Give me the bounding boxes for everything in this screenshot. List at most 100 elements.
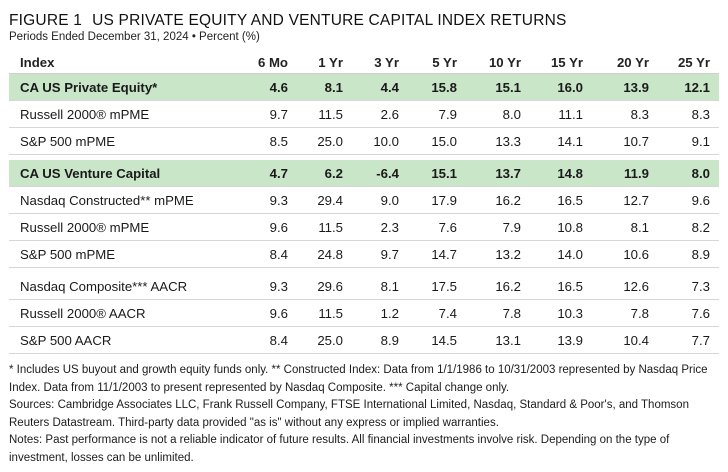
return-value: 9.6	[227, 299, 288, 327]
return-value: 13.9	[521, 326, 583, 354]
return-value: 15.8	[399, 73, 457, 101]
return-value: 4.4	[343, 73, 399, 101]
return-value: 2.6	[343, 100, 399, 128]
return-value: 14.1	[521, 127, 583, 155]
return-value: 29.6	[288, 273, 343, 300]
return-value: 13.7	[457, 160, 521, 187]
return-value: 29.4	[288, 186, 343, 214]
return-value: 8.3	[649, 100, 719, 128]
return-value: 1.2	[343, 299, 399, 327]
return-value: 16.5	[521, 273, 583, 300]
notes-section: * Includes US buyout and growth equity f…	[9, 362, 719, 467]
return-value: 8.2	[649, 213, 719, 241]
return-value: 9.7	[227, 100, 288, 128]
return-value: 8.0	[457, 100, 521, 128]
return-value: 4.7	[227, 160, 288, 187]
return-value: 24.8	[288, 240, 343, 268]
row-index-name: S&P 500 mPME	[9, 127, 227, 155]
return-value: 11.5	[288, 213, 343, 241]
header-period: 10 Yr	[457, 51, 521, 74]
table-row: Russell 2000® mPME 9.6 11.5 2.3 7.6 7.9 10.8 8.…	[9, 213, 719, 241]
return-value: 8.1	[343, 273, 399, 300]
return-value: 11.9	[583, 160, 649, 187]
table-row: S&P 500 AACR 8.4 25.0 8.9 14.5 13.1 13.9 10.4 7.…	[9, 326, 719, 354]
table-row: S&P 500 mPME 8.4 24.8 9.7 14.7 13.2 14.0 10.6 8.…	[9, 240, 719, 268]
return-value: 16.2	[457, 186, 521, 214]
return-value: 10.3	[521, 299, 583, 327]
return-value: 9.6	[227, 213, 288, 241]
row-index-name: S&P 500 mPME	[9, 240, 227, 268]
header-period: 6 Mo	[227, 51, 288, 74]
row-index-name: Russell 2000® mPME	[9, 100, 227, 128]
return-value: 2.3	[343, 213, 399, 241]
return-value: 8.4	[227, 326, 288, 354]
group-spacer	[9, 154, 719, 160]
header-period: 5 Yr	[399, 51, 457, 74]
return-value: 4.6	[227, 73, 288, 101]
table-row-highlight: CA US Venture Capital 4.7 6.2 -6.4 15.1 13.7 1…	[9, 160, 719, 187]
header-period: 1 Yr	[288, 51, 343, 74]
return-value: 8.1	[288, 73, 343, 101]
return-value: 7.9	[399, 100, 457, 128]
return-value: 9.3	[227, 186, 288, 214]
figure-title: FIGURE 1 US PRIVATE EQUITY AND VENTURE CA…	[9, 12, 719, 30]
return-value: 9.3	[227, 273, 288, 300]
figure-subtitle: Periods Ended December 31, 2024 • Percen…	[9, 31, 260, 43]
return-value: 16.0	[521, 73, 583, 101]
table-body: CA US Private Equity* 4.6 8.1 4.4 15.8 15.1 16…	[9, 73, 719, 354]
return-value: 15.0	[399, 127, 457, 155]
return-value: 8.3	[583, 100, 649, 128]
return-value: 8.0	[649, 160, 719, 187]
return-value: 6.2	[288, 160, 343, 187]
return-value: 10.4	[583, 326, 649, 354]
return-value: 13.1	[457, 326, 521, 354]
header-period: 15 Yr	[521, 51, 583, 74]
header-period: 3 Yr	[343, 51, 399, 74]
return-value: 7.6	[399, 213, 457, 241]
return-value: 14.7	[399, 240, 457, 268]
return-value: 12.1	[649, 73, 719, 101]
return-value: 14.0	[521, 240, 583, 268]
return-value: 13.2	[457, 240, 521, 268]
table-header-row: Index 6 Mo 1 Yr 3 Yr 5 Yr 10 Yr 15 Yr 20 Yr 25 Y…	[9, 51, 719, 74]
return-value: 9.7	[343, 240, 399, 268]
return-value: 25.0	[288, 326, 343, 354]
row-index-name: Russell 2000® AACR	[9, 299, 227, 327]
header-index: Index	[9, 51, 227, 74]
return-value: 13.9	[583, 73, 649, 101]
row-index-name: S&P 500 AACR	[9, 326, 227, 354]
return-value: 7.4	[399, 299, 457, 327]
group-spacer	[9, 267, 719, 273]
header-period: 20 Yr	[583, 51, 649, 74]
return-value: 9.0	[343, 186, 399, 214]
header-period: 25 Yr	[649, 51, 719, 74]
return-value: 7.7	[649, 326, 719, 354]
return-value: 17.9	[399, 186, 457, 214]
return-value: 10.7	[583, 127, 649, 155]
table-row: Nasdaq Composite*** AACR 9.3 29.6 8.1 17.5 16…	[9, 273, 719, 300]
return-value: 12.7	[583, 186, 649, 214]
return-value: 8.1	[583, 213, 649, 241]
disclaimer-text: Notes: Past performance is not a reliabl…	[9, 434, 670, 464]
return-value: -6.4	[343, 160, 399, 187]
figure-title-text: US PRIVATE EQUITY AND VENTURE CAPITAL IN…	[92, 12, 567, 29]
return-value: 25.0	[288, 127, 343, 155]
footnote-text: * Includes US buyout and growth equity f…	[9, 364, 708, 394]
return-value: 7.8	[583, 299, 649, 327]
table-row: Russell 2000® mPME 9.7 11.5 2.6 7.9 8.0 11.1 8.…	[9, 100, 719, 128]
return-value: 10.8	[521, 213, 583, 241]
return-value: 15.1	[457, 73, 521, 101]
return-value: 7.8	[457, 299, 521, 327]
return-value: 8.9	[649, 240, 719, 268]
return-value: 7.3	[649, 273, 719, 300]
table-row-highlight: CA US Private Equity* 4.6 8.1 4.4 15.8 15.1 16…	[9, 73, 719, 101]
table-row: Nasdaq Constructed** mPME 9.3 29.4 9.0 17.9 1…	[9, 186, 719, 214]
return-value: 7.6	[649, 299, 719, 327]
row-index-name: Nasdaq Constructed** mPME	[9, 186, 227, 214]
return-value: 10.0	[343, 127, 399, 155]
return-value: 8.4	[227, 240, 288, 268]
return-value: 17.5	[399, 273, 457, 300]
table-row: S&P 500 mPME 8.5 25.0 10.0 15.0 13.3 14.1 10.7 9…	[9, 127, 719, 155]
return-value: 10.6	[583, 240, 649, 268]
